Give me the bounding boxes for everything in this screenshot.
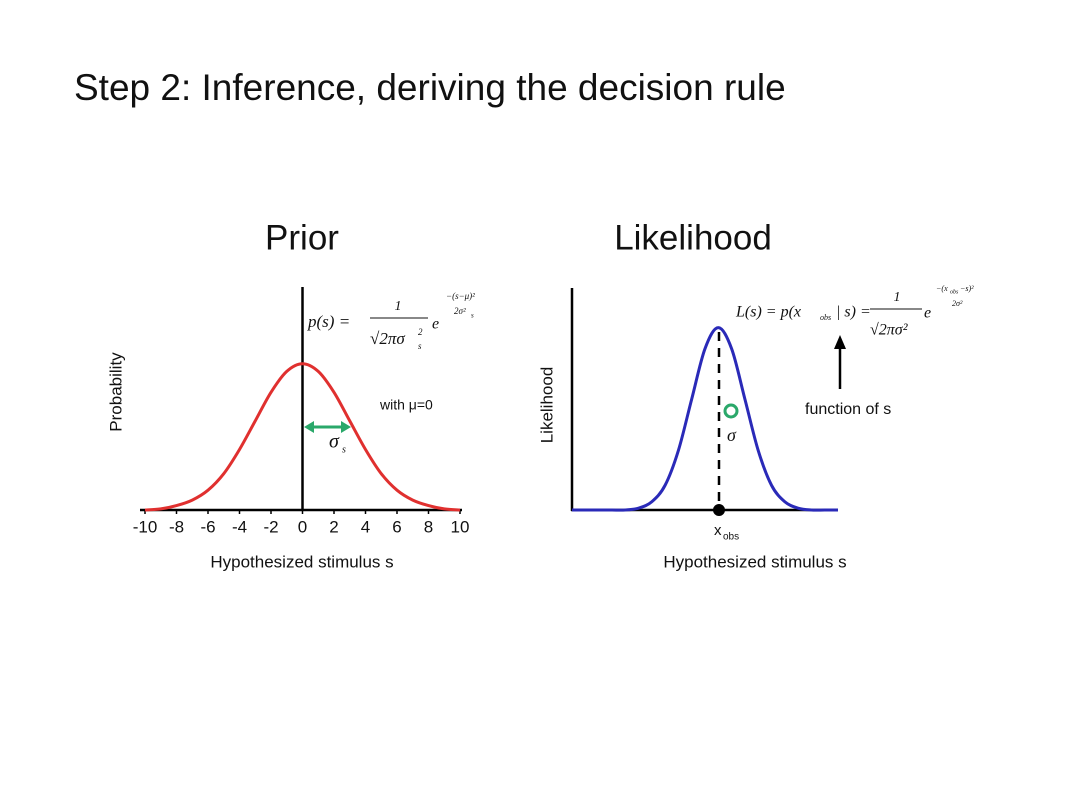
point-label: x <box>714 522 722 539</box>
x-tick-label: -8 <box>169 517 184 536</box>
formula-part: obs <box>950 289 959 295</box>
sigma-label: σ <box>329 431 340 453</box>
formula-part: 2σ² <box>454 306 466 316</box>
x-tick-label: 4 <box>361 517 370 536</box>
x-tick-label: -4 <box>232 517 247 536</box>
curve <box>144 362 461 512</box>
y-axis-label: Probability <box>106 352 125 432</box>
x-tick-label: 8 <box>424 517 433 536</box>
point-label: obs <box>723 532 739 543</box>
formula-part: √2πσ <box>370 329 405 348</box>
formula: L(s) = p(x obs | s) = 1 √2πσ² e −(x obs … <box>735 284 974 339</box>
x-tick-label: 2 <box>329 517 338 536</box>
formula-part: obs <box>820 313 831 322</box>
sigma-label: s <box>342 444 346 455</box>
x-axis-label: Hypothesized stimulus s <box>210 552 393 571</box>
x-tick-label: -2 <box>263 517 278 536</box>
x-tick-label: 10 <box>451 517 470 536</box>
x-axis-label: Hypothesized stimulus s <box>663 552 846 571</box>
annotation-arrow <box>834 335 846 389</box>
y-axis-label: Likelihood <box>537 367 556 444</box>
annotation: with μ=0 <box>379 397 433 413</box>
formula-part: 1 <box>395 299 402 314</box>
formula-part: s <box>418 341 422 351</box>
x-tick-label: 6 <box>392 517 401 536</box>
formula-part: e <box>924 305 931 322</box>
formula: p(s) = 1 √2πσ 2 s e −(s−μ)² 2σ² s <box>307 291 475 351</box>
sigma-arrow <box>304 421 351 433</box>
formula-part: −(x <box>936 284 948 293</box>
curve <box>572 326 838 512</box>
x-tick-label: -6 <box>200 517 215 536</box>
observation-point <box>713 504 725 516</box>
x-tick-label: -10 <box>133 517 158 536</box>
chart-title: Likelihood <box>614 218 772 257</box>
formula-part: | s) = <box>836 304 871 321</box>
x-tick-label: 0 <box>298 517 307 536</box>
slide-title: Step 2: Inference, deriving the decision… <box>74 67 786 108</box>
sigma-marker <box>723 403 739 419</box>
formula-part: p(s) = <box>307 312 350 331</box>
formula-part: −s)² <box>960 284 974 293</box>
formula-part: s <box>471 312 474 320</box>
sigma-label: σ <box>727 425 737 445</box>
formula-part: 2σ² <box>952 299 963 308</box>
chart-title: Prior <box>265 218 339 257</box>
formula-part: 2 <box>418 327 423 337</box>
annotation: function of s <box>805 401 891 418</box>
formula-part: −(s−μ)² <box>446 291 475 301</box>
formula-part: L(s) = p(x <box>735 304 801 321</box>
formula-part: √2πσ² <box>870 322 909 339</box>
formula-part: 1 <box>894 290 901 305</box>
formula-part: e <box>432 316 439 333</box>
